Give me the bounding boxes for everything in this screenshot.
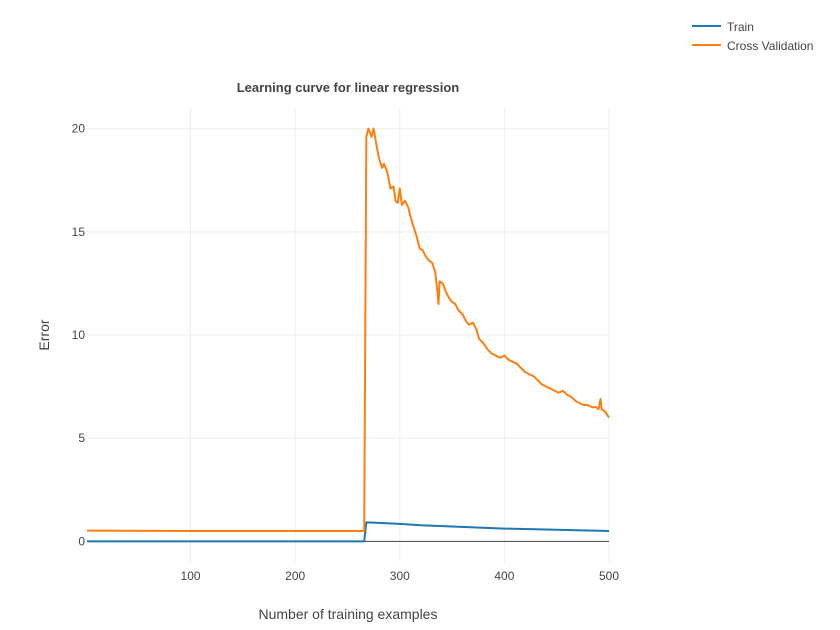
legend-label-train: Train	[727, 20, 754, 34]
y-tick-label: 20	[72, 122, 86, 136]
legend[interactable]: Train Cross Validation	[692, 20, 813, 53]
x-tick-label: 500	[599, 569, 619, 583]
x-tick-label: 100	[181, 569, 201, 583]
series-lines	[86, 127, 610, 543]
legend-item-train[interactable]: Train	[692, 20, 754, 34]
series-line-cross-validation	[86, 127, 610, 533]
legend-item-cross-validation[interactable]: Cross Validation	[692, 39, 813, 53]
x-tick-label: 400	[494, 569, 514, 583]
y-axis-title: Error	[36, 319, 52, 350]
chart-title: Learning curve for linear regression	[237, 80, 460, 95]
y-tick-label: 0	[78, 534, 85, 548]
x-tick-label: 300	[390, 569, 410, 583]
x-axis-title: Number of training examples	[259, 606, 438, 622]
gridlines	[87, 108, 610, 562]
series-line-train	[87, 521, 610, 543]
legend-label-cross-validation: Cross Validation	[727, 39, 813, 53]
x-tick-label: 200	[285, 569, 305, 583]
y-tick-label: 15	[72, 225, 86, 239]
y-tick-label: 5	[78, 431, 85, 445]
y-tick-label: 10	[72, 328, 86, 342]
tick-labels: 100 200 300 400 500 0 5 10 15 20	[72, 122, 620, 583]
